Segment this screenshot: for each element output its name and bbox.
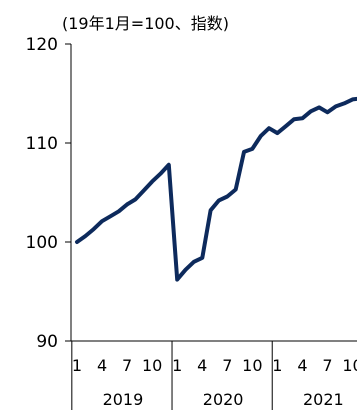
data-point: [134, 198, 136, 200]
axes: [70, 44, 357, 342]
data-point: [84, 235, 86, 237]
data-point: [226, 195, 228, 197]
data-point: [193, 261, 195, 263]
data-point: [210, 209, 212, 211]
x-month-label: 7: [322, 356, 332, 375]
x-month-label: 1: [72, 356, 82, 375]
data-point: [218, 199, 220, 201]
data-point: [93, 228, 95, 230]
data-point: [201, 257, 203, 259]
data-point: [235, 189, 237, 191]
y-axis-ticks: 90 100 110 120: [26, 35, 71, 352]
data-point: [76, 241, 78, 243]
data-point: [101, 220, 103, 222]
x-month-label: 1: [172, 356, 182, 375]
data-point: [143, 190, 145, 192]
series-group: [75, 96, 357, 282]
data-point: [160, 173, 161, 175]
x-month-label: 10: [342, 356, 357, 375]
x-month-label: 1: [272, 356, 282, 375]
data-point: [251, 148, 253, 150]
x-month-label: 4: [197, 356, 207, 375]
data-point: [301, 117, 303, 119]
data-point: [109, 215, 111, 217]
data-point: [268, 127, 270, 129]
data-point: [260, 135, 262, 137]
unit-note: (19年1月=100、指数): [62, 14, 229, 33]
data-point: [352, 98, 354, 100]
x-month-label: 7: [222, 356, 232, 375]
x-year-label: 2021: [303, 390, 344, 409]
data-point: [276, 132, 278, 134]
y-tick-label: 90: [36, 332, 58, 352]
x-month-label: 4: [297, 356, 307, 375]
data-point: [327, 111, 328, 113]
data-point: [151, 181, 153, 183]
data-point: [293, 118, 295, 120]
data-point: [168, 164, 170, 166]
data-point: [335, 105, 337, 107]
data-point: [343, 102, 345, 104]
data-point: [126, 203, 128, 205]
data-point: [243, 151, 245, 153]
x-month-label: 7: [122, 356, 132, 375]
data-point: [176, 279, 178, 281]
x-month-label: 10: [142, 356, 162, 375]
x-axis-labels: 147102019147102020147102021: [71, 341, 357, 410]
x-year-label: 2020: [203, 390, 244, 409]
data-point: [185, 269, 187, 271]
data-point: [285, 125, 287, 127]
data-point: [310, 110, 312, 112]
data-point: [318, 106, 320, 108]
y-tick-label: 120: [26, 35, 58, 55]
data-point: [118, 210, 120, 212]
x-month-label: 4: [97, 356, 107, 375]
series-line: [75, 96, 357, 282]
y-tick-label: 100: [26, 233, 58, 253]
y-tick-label: 110: [26, 134, 58, 154]
x-month-label: 10: [242, 356, 262, 375]
x-year-label: 2019: [103, 390, 144, 409]
